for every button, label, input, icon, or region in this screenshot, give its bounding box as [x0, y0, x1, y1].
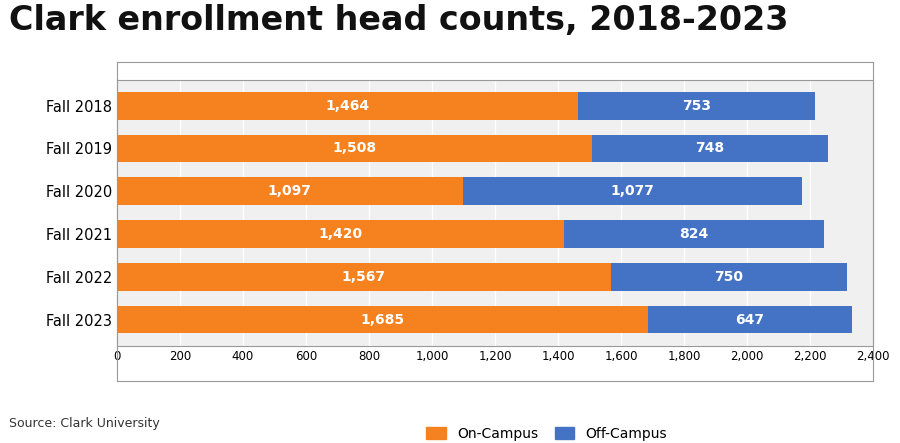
Text: 1,567: 1,567: [342, 270, 386, 284]
Bar: [463, 177, 802, 205]
Text: Source: Clark University: Source: Clark University: [9, 417, 160, 430]
Bar: [117, 306, 648, 334]
Text: 1,464: 1,464: [326, 99, 370, 113]
Bar: [117, 263, 610, 291]
Bar: [610, 263, 847, 291]
Bar: [117, 135, 592, 163]
Text: Clark enrollment head counts, 2018-2023: Clark enrollment head counts, 2018-2023: [9, 4, 788, 37]
Bar: [564, 220, 824, 248]
Bar: [592, 135, 828, 163]
Bar: [578, 92, 815, 120]
Bar: [648, 306, 851, 334]
Legend: On-Campus, Off-Campus: On-Campus, Off-Campus: [427, 427, 667, 441]
Text: 1,420: 1,420: [319, 227, 363, 241]
Text: 1,097: 1,097: [268, 184, 311, 198]
Text: 1,508: 1,508: [332, 141, 376, 155]
Text: 750: 750: [715, 270, 743, 284]
Text: 1,077: 1,077: [610, 184, 654, 198]
Text: 753: 753: [682, 99, 711, 113]
Text: 647: 647: [735, 313, 764, 326]
Text: 1,685: 1,685: [360, 313, 404, 326]
Text: 748: 748: [696, 141, 725, 155]
Bar: [117, 92, 578, 120]
Bar: [117, 177, 463, 205]
Text: 824: 824: [680, 227, 708, 241]
Bar: [117, 220, 564, 248]
